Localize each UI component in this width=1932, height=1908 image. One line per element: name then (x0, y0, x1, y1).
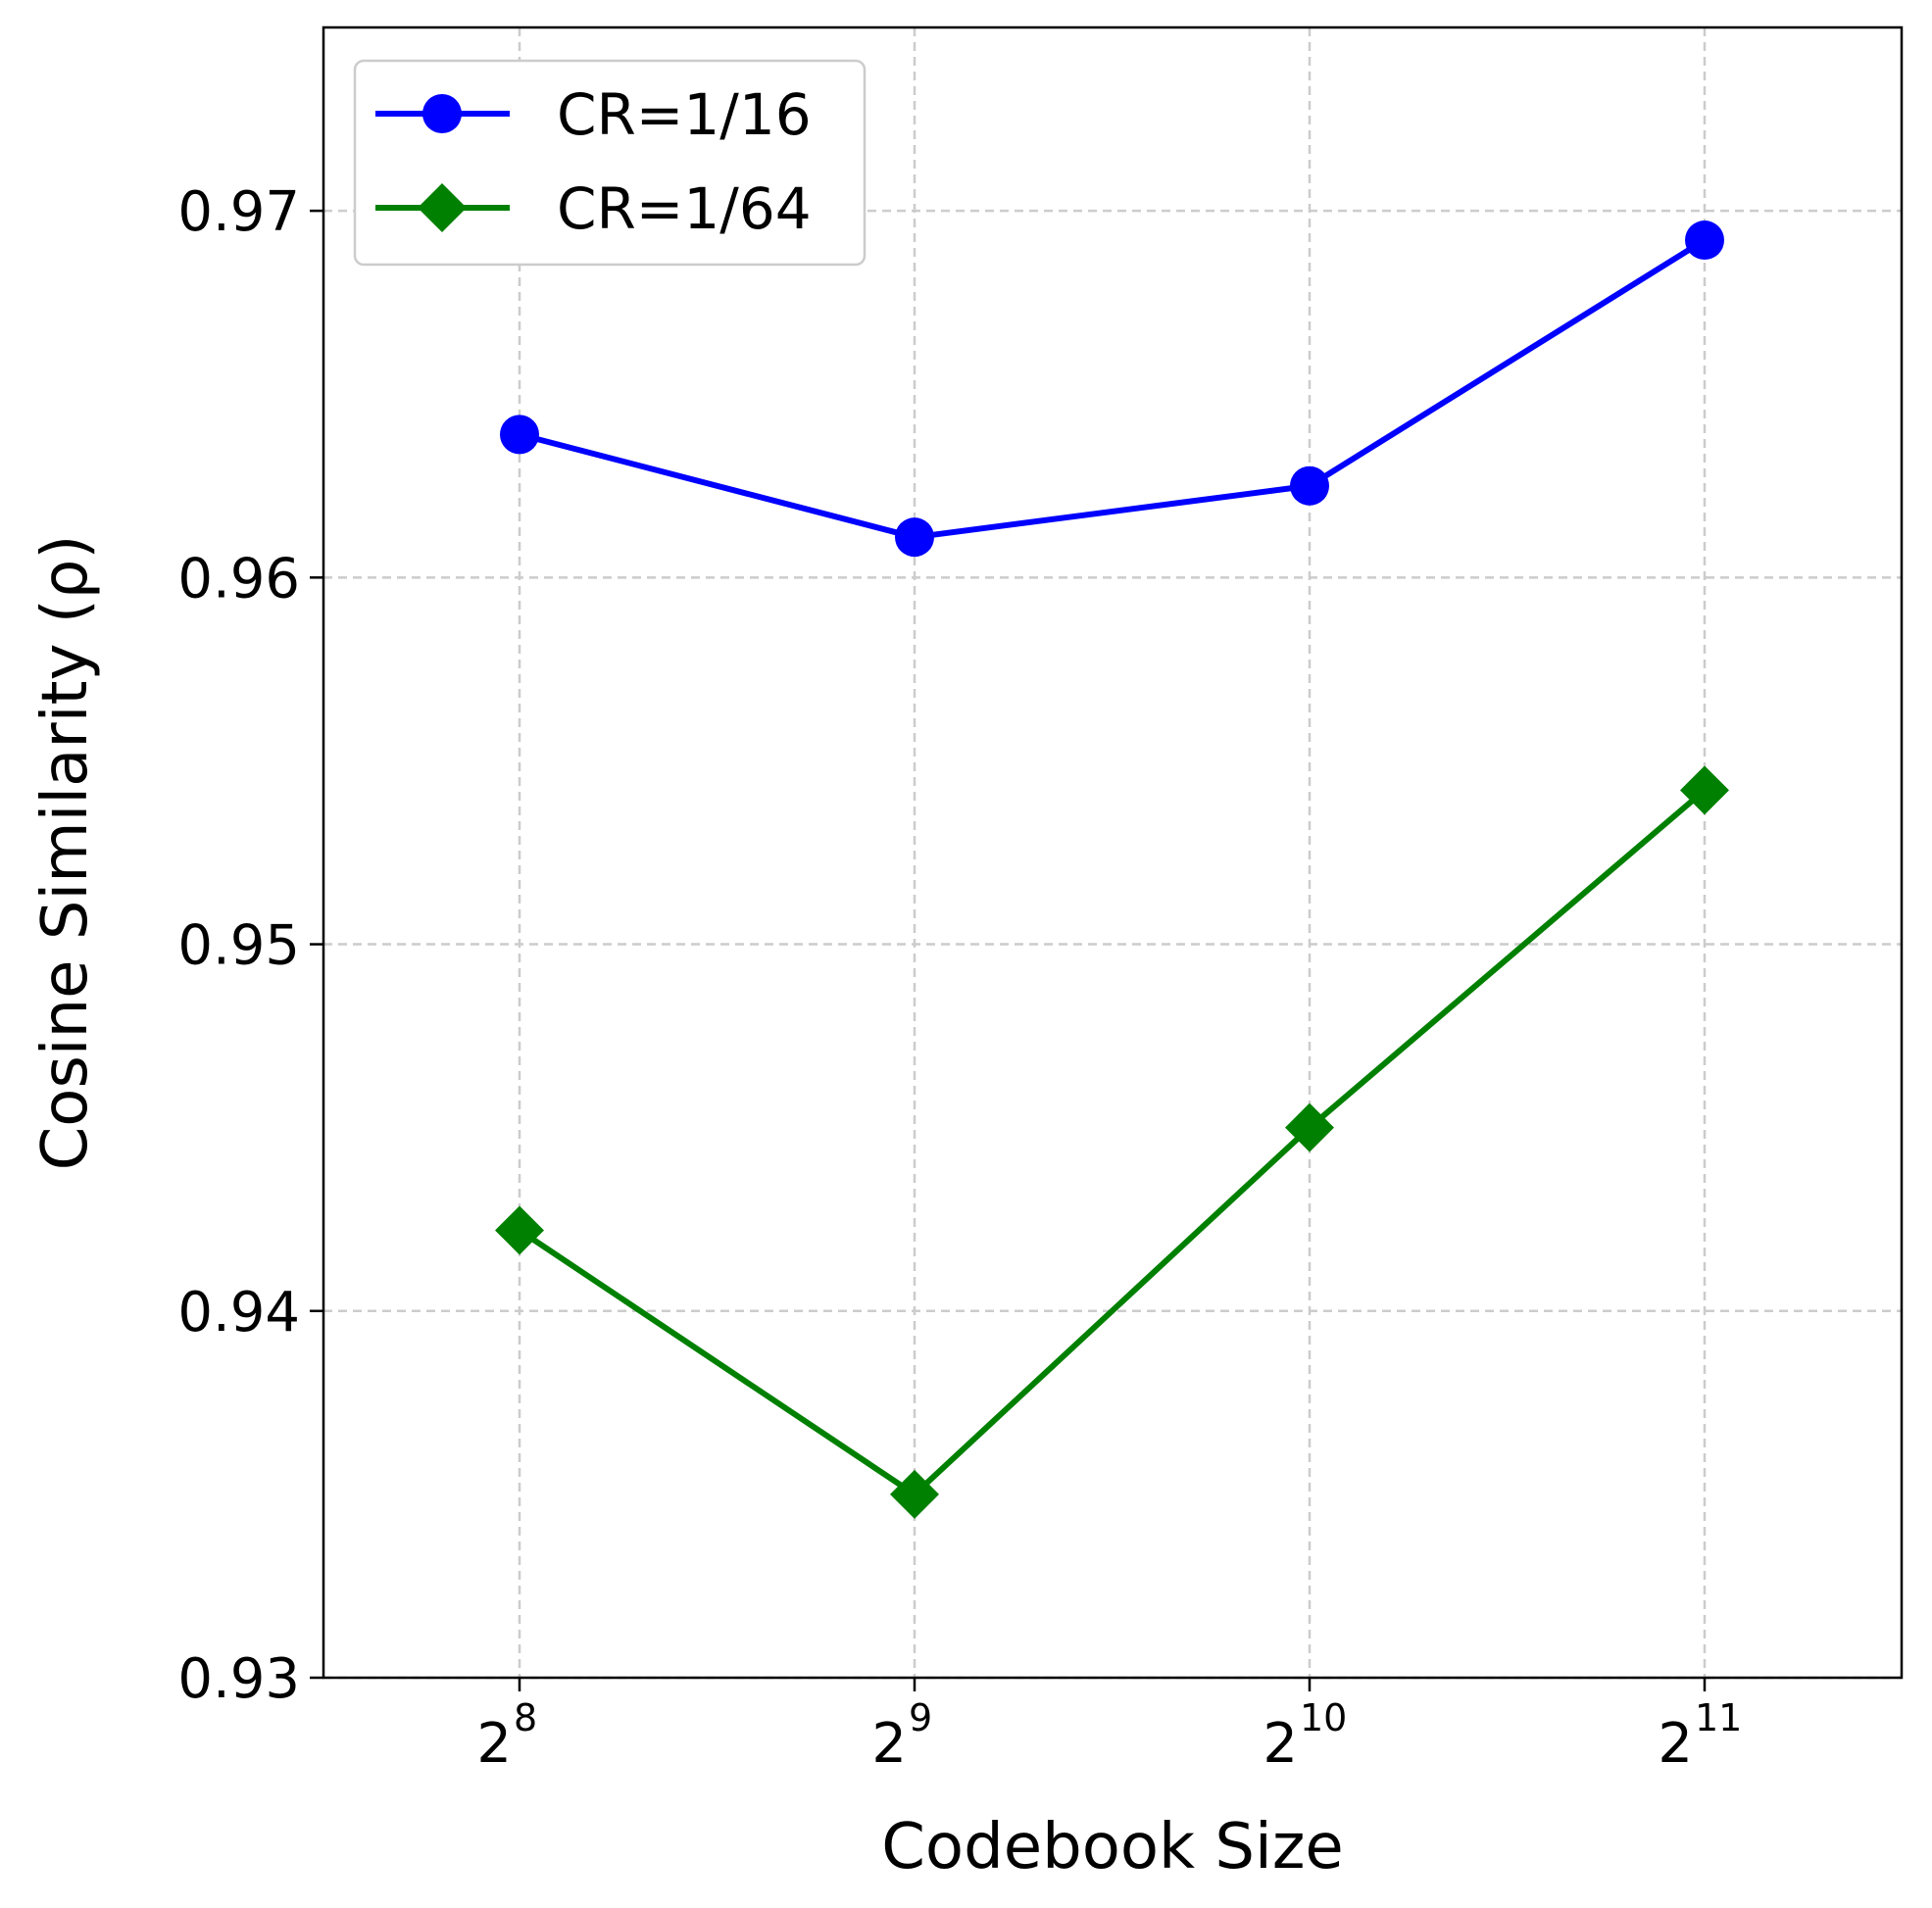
legend: CR=1/16 CR=1/64 (353, 59, 867, 267)
x-tick-exponent: 11 (1695, 1696, 1742, 1739)
series-layer (495, 220, 1729, 1519)
data-point (1285, 1102, 1334, 1152)
axis-ticks: 0.930.940.950.960.972 8 2 9 2 10 2 11 (177, 180, 1742, 1776)
x-tick-exponent: 10 (1300, 1696, 1347, 1739)
y-tick-label: 0.93 (177, 1647, 300, 1711)
y-tick-label: 0.97 (177, 180, 300, 244)
data-point (890, 1469, 939, 1519)
legend-marker (422, 94, 462, 133)
data-point (495, 1205, 544, 1255)
legend-marker (418, 183, 467, 232)
series-2 (495, 765, 1729, 1519)
series-1 (500, 220, 1724, 558)
data-point (895, 517, 934, 558)
x-tick-exponent: 9 (909, 1696, 932, 1739)
y-tick-label: 0.95 (177, 914, 300, 978)
x-tick-label: 2 10 (1263, 1696, 1347, 1776)
y-axis-title: Cosine Similarity (ρ) (29, 535, 102, 1171)
plot-frame (322, 25, 1904, 1680)
series-line (518, 788, 1707, 1497)
legend-item-1: CR=1/16 (375, 81, 812, 148)
x-tick-base: 2 (476, 1712, 512, 1776)
y-tick-label: 0.96 (177, 547, 300, 611)
y-tick-label: 0.94 (177, 1281, 300, 1345)
series-line (519, 237, 1707, 541)
x-tick-base: 2 (1263, 1712, 1298, 1776)
x-tick-base: 2 (871, 1712, 907, 1776)
data-point (1680, 765, 1729, 815)
x-tick-label: 2 11 (1658, 1696, 1742, 1776)
legend-label: CR=1/64 (557, 175, 812, 242)
legend-item-2: CR=1/64 (375, 175, 812, 242)
data-point (1685, 220, 1724, 261)
x-tick-exponent: 8 (514, 1696, 537, 1739)
x-axis-title: Codebook Size (881, 1811, 1344, 1884)
data-point (1290, 465, 1329, 506)
data-point (500, 415, 539, 455)
x-tick-base: 2 (1658, 1712, 1693, 1776)
legend-label: CR=1/16 (557, 81, 812, 148)
